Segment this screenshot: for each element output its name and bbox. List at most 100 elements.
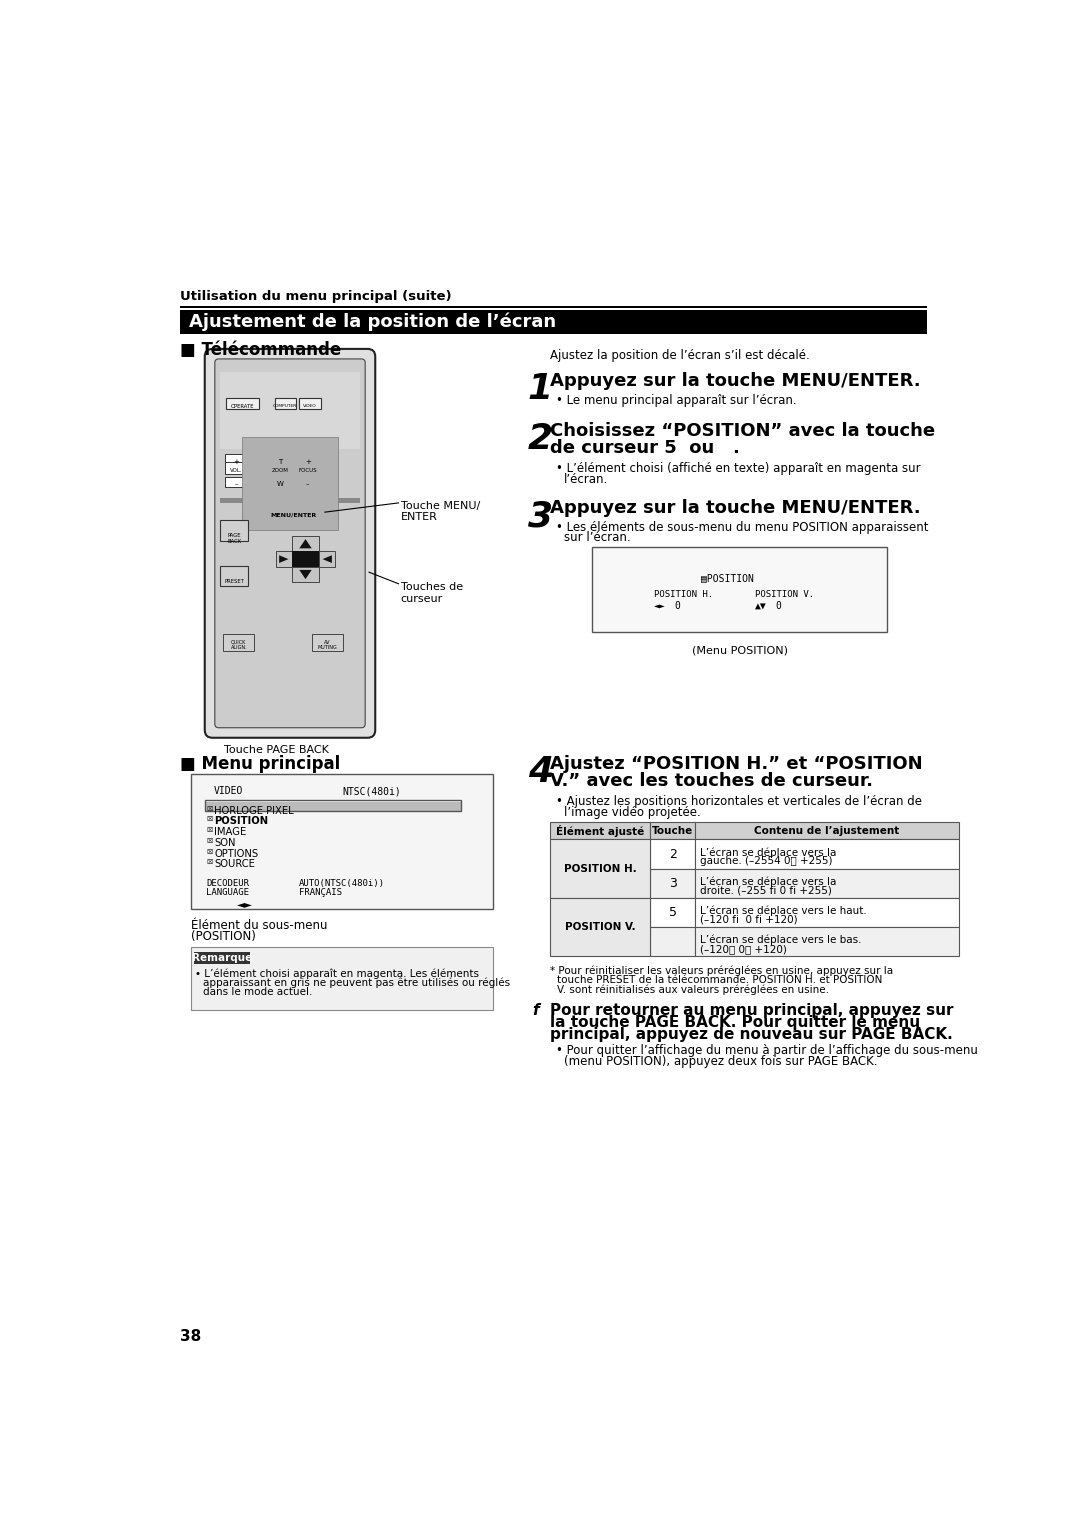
Text: • Pour quitter l’affichage du menu à partir de l’affichage du sous-menu: • Pour quitter l’affichage du menu à par…: [556, 1044, 977, 1057]
Bar: [180, 306, 927, 309]
Bar: [696, 927, 959, 957]
Text: Remarque: Remarque: [191, 953, 252, 963]
Text: –: –: [306, 481, 310, 487]
Text: Appuyez sur la touche MENU/ENTER.: Appuyez sur la touche MENU/ENTER.: [550, 500, 920, 516]
Text: MENU/ENTER: MENU/ENTER: [271, 512, 318, 518]
Text: 38: 38: [180, 1329, 201, 1345]
Bar: [696, 822, 959, 839]
Bar: [296, 454, 320, 465]
Bar: [276, 552, 292, 567]
Text: 0: 0: [674, 601, 680, 611]
Bar: [242, 437, 338, 530]
Text: IMAGE: IMAGE: [214, 827, 246, 837]
Text: ■ Menu principal: ■ Menu principal: [180, 755, 340, 773]
Bar: [224, 634, 255, 651]
Bar: [191, 775, 494, 909]
Text: NTSC(480i): NTSC(480i): [342, 787, 401, 796]
Text: COMPUTER: COMPUTER: [273, 403, 297, 408]
Text: OPERATE: OPERATE: [231, 403, 255, 408]
Text: L’écran se déplace vers la: L’écran se déplace vers la: [700, 847, 836, 857]
Polygon shape: [299, 539, 312, 549]
Bar: [227, 399, 259, 410]
Text: de curseur 5  ou   .: de curseur 5 ou .: [550, 439, 740, 457]
Text: Touche MENU/: Touche MENU/: [401, 501, 481, 512]
Text: V.” avec les touches de curseur.: V.” avec les touches de curseur.: [550, 772, 873, 790]
Bar: [299, 399, 321, 410]
Text: ▲▼: ▲▼: [755, 601, 767, 611]
Bar: [205, 801, 460, 811]
Bar: [292, 552, 320, 567]
Text: POSITION V.: POSITION V.: [755, 590, 814, 599]
Text: FRANÇAIS: FRANÇAIS: [299, 888, 342, 897]
Text: FOCUS: FOCUS: [298, 468, 318, 474]
Bar: [268, 454, 292, 465]
Bar: [262, 507, 325, 518]
Text: AV: AV: [324, 640, 330, 645]
Text: ALIGN.: ALIGN.: [230, 645, 247, 651]
Text: OPTIONS: OPTIONS: [214, 848, 258, 859]
Text: VOL.: VOL.: [230, 468, 243, 474]
Text: POSITION H.: POSITION H.: [654, 590, 714, 599]
Text: ◄►: ◄►: [654, 601, 666, 611]
Text: BACK: BACK: [227, 539, 241, 544]
Text: la touche PAGE BACK. Pour quitter le menu: la touche PAGE BACK. Pour quitter le men…: [550, 1015, 920, 1030]
Bar: [592, 547, 887, 631]
Bar: [220, 371, 360, 449]
Bar: [206, 802, 462, 811]
Text: ☒: ☒: [206, 805, 213, 811]
Text: ☒: ☒: [206, 859, 213, 865]
Text: dans le mode actuel.: dans le mode actuel.: [203, 987, 312, 998]
Text: L’écran se déplace vers le bas.: L’écran se déplace vers le bas.: [700, 935, 862, 946]
Bar: [650, 822, 696, 839]
FancyBboxPatch shape: [205, 348, 375, 738]
Text: gauche. (–2554 0・ +255): gauche. (–2554 0・ +255): [700, 856, 833, 866]
Text: PRESET: PRESET: [225, 579, 244, 584]
Text: ENTER: ENTER: [401, 512, 437, 523]
Text: * Pour réinitialiser les valeurs préréglées en usine, appuyez sur la: * Pour réinitialiser les valeurs prérégl…: [550, 966, 893, 976]
Text: ◄►: ◄►: [238, 898, 254, 909]
Bar: [312, 634, 342, 651]
Text: QUICK: QUICK: [231, 640, 246, 645]
Text: Élément ajusté: Élément ajusté: [556, 825, 644, 837]
Text: SOURCE: SOURCE: [214, 859, 255, 869]
Text: ☒: ☒: [206, 837, 213, 843]
Polygon shape: [323, 555, 332, 562]
Text: Appuyez sur la touche MENU/ENTER.: Appuyez sur la touche MENU/ENTER.: [550, 371, 920, 390]
Bar: [296, 461, 320, 474]
Bar: [194, 952, 249, 964]
Text: PAGE: PAGE: [228, 533, 241, 538]
Polygon shape: [299, 570, 312, 579]
Bar: [650, 927, 696, 957]
Text: Élément du sous-menu: Élément du sous-menu: [191, 920, 327, 932]
Text: V. sont réinitialisés aux valeurs préréglées en usine.: V. sont réinitialisés aux valeurs prérég…: [557, 984, 829, 995]
Text: 3: 3: [528, 500, 553, 533]
Text: apparaissant en gris ne peuvent pas être utilisés ou réglés: apparaissant en gris ne peuvent pas être…: [203, 978, 511, 989]
Text: ☒: ☒: [206, 816, 213, 822]
Bar: [292, 567, 320, 582]
Bar: [696, 868, 959, 898]
Bar: [550, 822, 650, 839]
Bar: [320, 552, 335, 567]
Text: VIDEO: VIDEO: [214, 787, 243, 796]
Bar: [296, 477, 320, 487]
Bar: [650, 898, 696, 927]
Bar: [191, 947, 494, 1010]
Text: ☒: ☒: [206, 827, 213, 833]
Text: Ajustement de la position de l’écran: Ajustement de la position de l’écran: [189, 313, 556, 332]
Text: droite. (–255 fi 0 fi +255): droite. (–255 fi 0 fi +255): [700, 886, 832, 895]
Text: SON: SON: [214, 837, 235, 848]
Bar: [225, 454, 248, 465]
Text: curseur: curseur: [401, 594, 443, 604]
Text: l’écran.: l’écran.: [564, 472, 608, 486]
Text: Contenu de l’ajustement: Contenu de l’ajustement: [755, 827, 900, 836]
Text: l’image vidéo projetée.: l’image vidéo projetée.: [564, 805, 700, 819]
Text: ■ Télécommande: ■ Télécommande: [180, 341, 341, 359]
Text: HORLOGE PIXEL: HORLOGE PIXEL: [214, 805, 294, 816]
Polygon shape: [279, 555, 288, 562]
Text: sur l’écran.: sur l’écran.: [564, 532, 631, 544]
Text: principal, appuyez de nouveau sur PAGE BACK.: principal, appuyez de nouveau sur PAGE B…: [550, 1027, 953, 1042]
Bar: [220, 565, 248, 587]
Text: • Les éléments de sous-menu du menu POSITION apparaissent: • Les éléments de sous-menu du menu POSI…: [556, 521, 929, 533]
FancyBboxPatch shape: [215, 359, 365, 727]
Bar: [550, 839, 650, 898]
